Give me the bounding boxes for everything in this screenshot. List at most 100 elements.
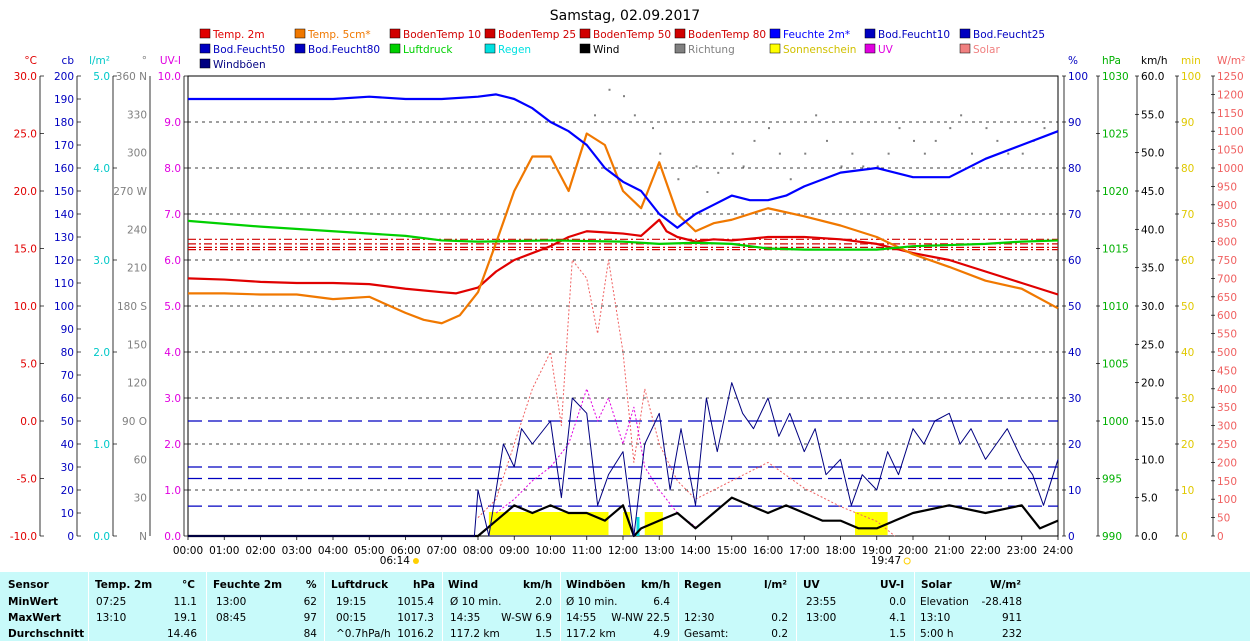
series-line-windb-en [188,382,1059,537]
tick-label: 20.0 [1141,378,1164,390]
x-tick-label: 05:00 [354,545,384,557]
legend-swatch [959,28,971,39]
legend-swatch [199,58,211,69]
stat-rain-time: Gesamt: [684,628,729,640]
x-tick-label: 24:00 [1043,545,1073,557]
x-tick-label: 01:00 [209,545,239,557]
stats-header-rain: Regen [684,579,722,591]
legend-label: Bod.Feucht25 [973,29,1045,41]
tick-label: 55.0 [1141,109,1164,121]
tick-label: 1.0 [164,485,181,497]
direction-dot [898,127,901,130]
tick-label: 210 [127,263,147,275]
direction-dot [1021,152,1024,155]
tick-label: 0.0 [164,531,181,543]
tick-label: 15.0 [14,244,37,256]
tick-label: 800 [1217,237,1237,249]
tick-label: 25.0 [1141,339,1164,351]
tick-label: 500 [1217,347,1237,359]
legend-swatch [769,28,781,39]
axis-unit-label: W/m² [1217,55,1245,67]
tick-label: 150 [1217,476,1237,488]
direction-dot [778,152,781,155]
stat-hum-val: 62 [303,596,317,608]
x-tick-label: 16:00 [753,545,783,557]
direction-dot [826,139,828,142]
tick-label: 20 [61,485,74,497]
x-tick-label: 00:00 [173,545,203,557]
series-line-feuchte-2m- [188,93,1059,229]
stat-hum-val: 97 [303,612,317,624]
tick-label: 60 [1181,255,1194,267]
x-tick-label: 13:00 [644,545,674,557]
series-line-wind [188,496,1059,538]
direction-dot [996,139,999,142]
sunshine-block [488,512,609,535]
stats-header-uv: UV [803,579,820,591]
x-tick-label: 04:00 [318,545,348,557]
tick-label: 400 [1217,384,1237,396]
tick-label: 150 [127,339,147,351]
direction-dot [804,152,807,155]
tick-label: 10 [1068,485,1081,497]
legend-swatch [579,28,591,39]
direction-dot [731,152,734,155]
stat-solar-desc: 13:10 [920,612,951,624]
direction-dot [949,127,952,130]
direction-dot [1007,152,1010,155]
tick-label: 40.0 [1141,224,1164,236]
x-tick-label: 02:00 [245,545,275,557]
stat-wind-desc: Ø 10 min. [450,596,502,608]
stat-uv-val: 0.0 [889,596,906,608]
legend-label: BodenTemp 10 [403,29,481,41]
x-tick-label: 14:00 [680,545,710,557]
tick-label: 20.0 [14,186,37,198]
legend-swatch [579,43,591,54]
legend-label: Luftdruck [403,44,453,56]
x-tick-label: 03:00 [282,545,312,557]
tick-label: 1100 [1217,126,1244,138]
tick-label: 950 [1217,181,1237,193]
stats-header-wind: Wind [448,579,479,591]
stat-rain-val: 0.2 [771,628,788,640]
tick-label: 3.0 [164,393,181,405]
tick-label: 5.0 [164,301,181,313]
axis-unit-label: UV-I [160,55,181,67]
tick-label: 30 [134,493,147,505]
stat-rain-time: 12:30 [684,612,715,624]
direction-dot [789,178,792,181]
stat-wind-val: 1.5 [535,628,552,640]
stat-gust-val: 4.9 [653,628,670,640]
direction-dot [742,165,745,168]
stats-header-solar-unit: W/m² [990,579,1021,591]
tick-label: 30.0 [14,71,37,83]
tick-label: 270 W [113,186,147,198]
axis-unit-label: °C [24,55,37,67]
sunrise-icon [412,558,419,564]
tick-label: 240 [127,224,147,236]
tick-label: 150 [54,186,74,198]
tick-label: 80 [1181,163,1194,175]
tick-label: 10 [61,508,74,520]
tick-label: 50 [61,416,74,428]
stat-uv-val: 1.5 [889,628,906,640]
tick-label: 100 [1217,494,1237,506]
stat-hum-time: 13:00 [216,596,247,608]
tick-label: 25.0 [14,129,37,141]
tick-label: 1020 [1102,186,1129,198]
stat-wind-dir: W-SW 6.9 [501,612,552,624]
tick-label: 100 [54,301,74,313]
tick-label: 900 [1217,200,1237,212]
tick-label: 60 [1068,255,1081,267]
tick-label: 70 [61,370,74,382]
stats-header-temp: Temp. 2m [95,579,153,591]
tick-label: 700 [1217,273,1237,285]
direction-dot [608,88,611,91]
tick-label: 550 [1217,329,1237,341]
direction-dot [594,114,596,117]
stat-press-time: 19:15 [336,596,367,608]
tick-label: 1010 [1102,301,1129,313]
legend-swatch [674,28,686,39]
stat-wind-desc: 117.2 km [450,628,500,640]
x-tick-label: 20:00 [898,545,928,557]
